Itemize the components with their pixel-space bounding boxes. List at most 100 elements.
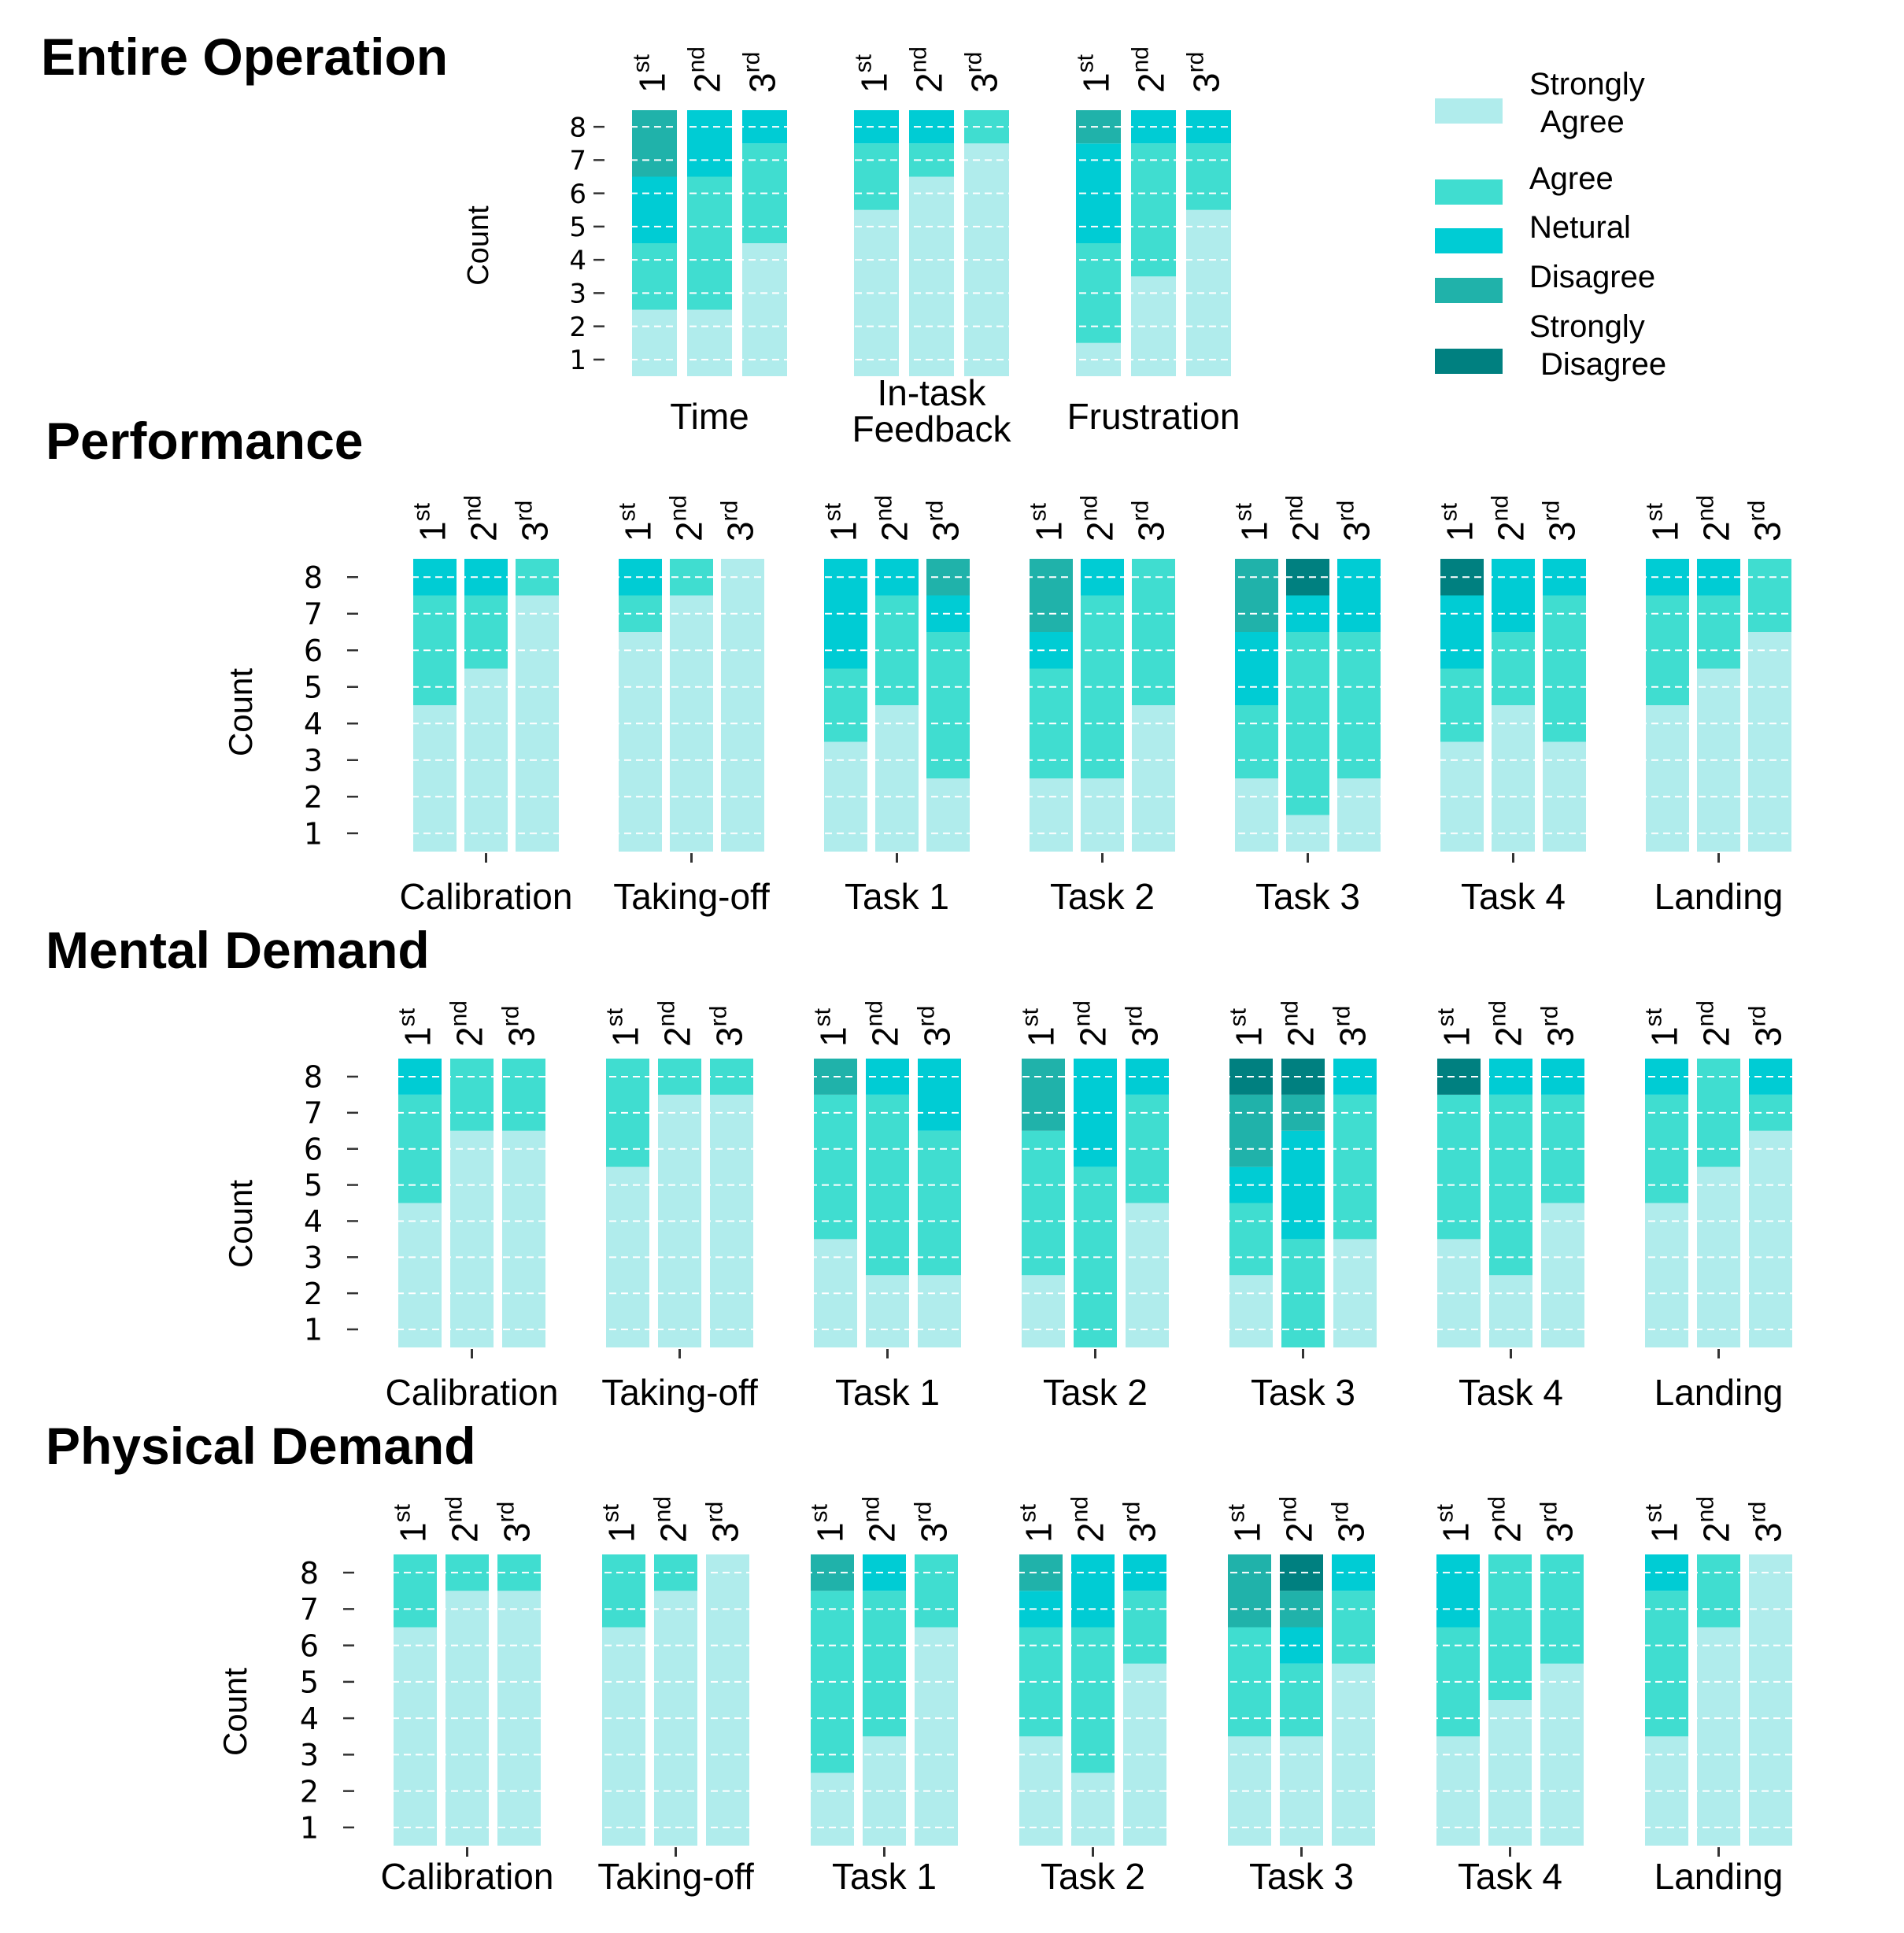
- attempt-number: 1: [1021, 1026, 1062, 1047]
- bar-segment: [1235, 778, 1278, 852]
- attempt-number: 1: [1029, 521, 1070, 541]
- attempt-number: 2: [1281, 1026, 1322, 1047]
- bar-segment: [926, 778, 970, 852]
- attempt-label-text: 1st: [1231, 502, 1275, 541]
- attempt-suffix: rd: [1537, 1006, 1563, 1027]
- category-label: Task 4: [1459, 1372, 1563, 1413]
- attempt-label-text: 3rd: [1333, 501, 1377, 541]
- attempt-label-text: 2nd: [446, 1000, 490, 1047]
- bar-segment: [602, 1554, 645, 1628]
- attempt-number: 1: [393, 1522, 434, 1543]
- attempt-label: 1st: [1226, 1007, 1270, 1047]
- attempt-label: 3rd: [1328, 1502, 1372, 1543]
- legend-item: Disagree: [1435, 260, 1655, 303]
- attempt-number: 2: [657, 1026, 698, 1047]
- attempt-label: 2nd: [1693, 495, 1737, 541]
- y-tick-label: 1: [569, 345, 586, 376]
- attempt-label-text: 1st: [1015, 1503, 1059, 1543]
- y-tick-label: 6: [569, 179, 586, 210]
- attempt-number: 2: [1696, 1522, 1737, 1543]
- attempt-suffix: st: [1642, 502, 1668, 521]
- attempt-label: 3rd: [512, 501, 556, 541]
- attempt-number: 2: [909, 72, 950, 93]
- attempt-label: 1st: [1433, 1503, 1477, 1543]
- bar-segment: [1229, 1275, 1273, 1347]
- bar-segment: [1748, 632, 1791, 852]
- bar-segment: [1646, 705, 1689, 852]
- legend-swatch: [1435, 228, 1503, 253]
- y-tick-label: 7: [304, 1096, 323, 1130]
- bar-segment: [687, 110, 732, 177]
- attempt-label: 2nd: [1282, 495, 1326, 541]
- bar-segment: [1123, 1591, 1166, 1664]
- attempt-label: 1st: [807, 1503, 851, 1543]
- category-label: Task 1: [845, 876, 949, 917]
- y-tick-label: 7: [304, 597, 323, 631]
- y-tick-label: 3: [300, 1738, 319, 1772]
- bar-segment: [863, 1591, 906, 1737]
- label-line: Strongly: [1529, 67, 1645, 102]
- bar-segment: [742, 243, 787, 376]
- attempt-suffix: st: [820, 502, 846, 521]
- attempt-label: 3rd: [914, 1006, 958, 1047]
- bar-segment: [1337, 778, 1381, 852]
- attempt-label-text: 2nd: [654, 1000, 698, 1047]
- bar-segment: [1022, 1059, 1065, 1131]
- attempt-label-text: 2nd: [1077, 495, 1121, 541]
- attempt-number: 2: [862, 1522, 903, 1543]
- y-tick-label: 4: [304, 1204, 323, 1239]
- bar-segment: [413, 705, 457, 852]
- attempt-label-text: 2nd: [1693, 1000, 1737, 1047]
- attempt-suffix: nd: [862, 1000, 888, 1026]
- category-group: 1st 2nd 3rd In-task Feedback: [851, 46, 1012, 449]
- attempt-suffix: nd: [871, 495, 897, 521]
- bar-segment: [502, 1059, 545, 1131]
- attempt-number: 2: [1696, 521, 1737, 541]
- category-label: Task 1: [835, 1372, 940, 1413]
- attempt-suffix: nd: [1277, 1000, 1303, 1026]
- attempt-label: 3rd: [1333, 501, 1377, 541]
- y-axis-label: Count: [462, 205, 495, 286]
- attempt-suffix: nd: [460, 495, 486, 521]
- category-label: Landing: [1654, 1372, 1784, 1413]
- attempt-suffix: rd: [1539, 501, 1565, 522]
- attempt-number: 1: [1234, 521, 1275, 541]
- attempt-number: 3: [1542, 521, 1583, 541]
- attempt-label-text: 1st: [1026, 502, 1070, 541]
- attempt-suffix: nd: [1693, 1496, 1719, 1522]
- attempt-label-text: 3rd: [1183, 52, 1227, 93]
- attempt-number: 1: [1644, 1026, 1685, 1047]
- attempt-suffix: nd: [859, 1496, 885, 1522]
- attempt-label-text: 3rd: [1745, 1502, 1789, 1543]
- attempt-suffix: st: [1433, 1503, 1459, 1522]
- bar-segment: [1645, 1591, 1688, 1737]
- attempt-label: 3rd: [739, 52, 783, 93]
- attempt-suffix: rd: [702, 1502, 728, 1523]
- attempt-suffix: rd: [1536, 1502, 1562, 1523]
- bar-segment: [450, 1130, 494, 1347]
- attempt-label: 2nd: [859, 1496, 903, 1543]
- category-label: Taking-off: [601, 1372, 758, 1413]
- attempt-label: 1st: [1026, 502, 1070, 541]
- attempt-label-text: 3rd: [911, 1502, 955, 1543]
- attempt-suffix: rd: [1329, 1006, 1355, 1027]
- bar-segment: [450, 1059, 494, 1131]
- attempt-number: 2: [1279, 1522, 1320, 1543]
- bar-segment: [1488, 1700, 1532, 1846]
- attempt-label: 1st: [1642, 502, 1686, 541]
- attempt-label-text: 1st: [602, 1007, 646, 1047]
- attempt-label: 1st: [390, 1503, 434, 1543]
- attempt-number: 3: [1125, 1026, 1166, 1047]
- attempt-number: 3: [1748, 1026, 1789, 1047]
- y-tick-label: 5: [300, 1665, 319, 1700]
- bar-segment: [1697, 1554, 1740, 1628]
- category-label: In-task Feedback: [852, 372, 1011, 449]
- attempt-suffix: rd: [1328, 1502, 1354, 1523]
- attempt-label: 3rd: [1745, 1502, 1789, 1543]
